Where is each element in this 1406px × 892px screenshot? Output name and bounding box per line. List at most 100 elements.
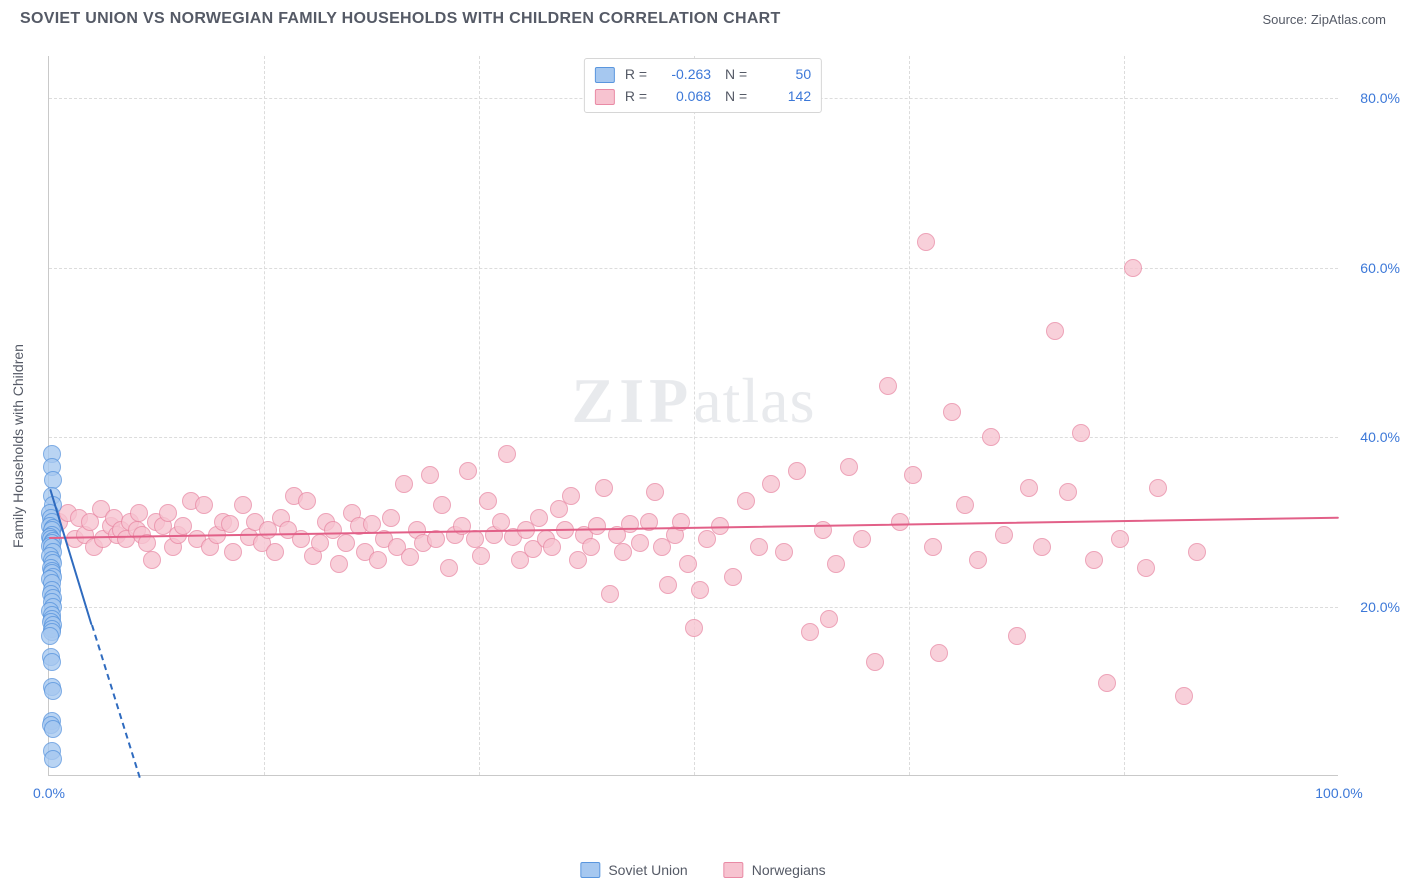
data-point-norwegian xyxy=(1149,479,1167,497)
data-point-norwegian xyxy=(440,559,458,577)
stats-row-soviet: R = -0.263 N = 50 xyxy=(595,64,811,86)
n-label: N = xyxy=(721,64,747,86)
data-point-norwegian xyxy=(685,619,703,637)
data-point-norwegian xyxy=(530,509,548,527)
data-point-norwegian xyxy=(562,487,580,505)
data-point-norwegian xyxy=(582,538,600,556)
data-point-norwegian xyxy=(298,492,316,510)
legend-item-norwegian: Norwegians xyxy=(724,862,826,878)
data-point-norwegian xyxy=(1046,322,1064,340)
data-point-norwegian xyxy=(879,377,897,395)
data-point-norwegian xyxy=(827,555,845,573)
data-point-norwegian xyxy=(492,513,510,531)
data-point-norwegian xyxy=(943,403,961,421)
y-axis-title: Family Households with Children xyxy=(10,344,26,548)
data-point-norwegian xyxy=(221,515,239,533)
data-point-norwegian xyxy=(1085,551,1103,569)
data-point-norwegian xyxy=(775,543,793,561)
legend-label-norwegian: Norwegians xyxy=(752,862,826,878)
series-legend: Soviet Union Norwegians xyxy=(580,862,825,878)
data-point-soviet xyxy=(44,682,62,700)
stats-row-norwegian: R = 0.068 N = 142 xyxy=(595,86,811,108)
data-point-soviet xyxy=(44,720,62,738)
source-attribution: Source: ZipAtlas.com xyxy=(1262,12,1386,27)
data-point-norwegian xyxy=(1111,530,1129,548)
data-point-norwegian xyxy=(659,576,677,594)
y-tick-label: 60.0% xyxy=(1344,260,1400,276)
data-point-norwegian xyxy=(601,585,619,603)
data-point-norwegian xyxy=(891,513,909,531)
y-tick-label: 20.0% xyxy=(1344,599,1400,615)
r-label: R = xyxy=(625,64,647,86)
watermark-atlas: atlas xyxy=(693,365,815,436)
data-point-norwegian xyxy=(382,509,400,527)
data-point-norwegian xyxy=(498,445,516,463)
y-tick-label: 40.0% xyxy=(1344,429,1400,445)
data-point-norwegian xyxy=(762,475,780,493)
y-tick-label: 80.0% xyxy=(1344,90,1400,106)
n-value-norwegian: 142 xyxy=(757,86,811,108)
data-point-norwegian xyxy=(679,555,697,573)
legend-item-soviet: Soviet Union xyxy=(580,862,687,878)
gridline-vertical xyxy=(264,56,265,775)
data-point-norwegian xyxy=(724,568,742,586)
data-point-norwegian xyxy=(631,534,649,552)
data-point-norwegian xyxy=(801,623,819,641)
data-point-norwegian xyxy=(1175,687,1193,705)
n-value-soviet: 50 xyxy=(757,64,811,86)
data-point-norwegian xyxy=(1188,543,1206,561)
data-point-norwegian xyxy=(472,547,490,565)
data-point-norwegian xyxy=(479,492,497,510)
data-point-norwegian xyxy=(466,530,484,548)
swatch-soviet-icon xyxy=(580,862,600,878)
data-point-norwegian xyxy=(395,475,413,493)
data-point-norwegian xyxy=(143,551,161,569)
data-point-norwegian xyxy=(401,548,419,566)
data-point-norwegian xyxy=(1008,627,1026,645)
data-point-norwegian xyxy=(646,483,664,501)
source-name: ZipAtlas.com xyxy=(1311,12,1386,27)
data-point-norwegian xyxy=(866,653,884,671)
data-point-norwegian xyxy=(788,462,806,480)
trendline-soviet-extrapolated xyxy=(91,624,141,777)
data-point-norwegian xyxy=(750,538,768,556)
gridline-vertical xyxy=(694,56,695,775)
data-point-norwegian xyxy=(266,543,284,561)
legend-label-soviet: Soviet Union xyxy=(608,862,687,878)
data-point-soviet xyxy=(41,627,59,645)
data-point-norwegian xyxy=(195,496,213,514)
data-point-norwegian xyxy=(1098,674,1116,692)
data-point-norwegian xyxy=(224,543,242,561)
data-point-norwegian xyxy=(330,555,348,573)
data-point-norwegian xyxy=(840,458,858,476)
data-point-norwegian xyxy=(433,496,451,514)
data-point-norwegian xyxy=(421,466,439,484)
r-label: R = xyxy=(625,86,647,108)
data-point-norwegian xyxy=(820,610,838,628)
data-point-norwegian xyxy=(1137,559,1155,577)
chart-title: SOVIET UNION VS NORWEGIAN FAMILY HOUSEHO… xyxy=(20,10,781,28)
swatch-soviet xyxy=(595,67,615,83)
data-point-norwegian xyxy=(614,543,632,561)
data-point-norwegian xyxy=(588,517,606,535)
watermark-zip: ZIP xyxy=(572,365,694,436)
gridline-vertical xyxy=(1124,56,1125,775)
data-point-norwegian xyxy=(543,538,561,556)
data-point-norwegian xyxy=(363,515,381,533)
gridline-vertical xyxy=(479,56,480,775)
data-point-norwegian xyxy=(595,479,613,497)
x-tick-label: 100.0% xyxy=(1315,785,1362,801)
data-point-norwegian xyxy=(691,581,709,599)
data-point-norwegian xyxy=(930,644,948,662)
data-point-norwegian xyxy=(904,466,922,484)
data-point-norwegian xyxy=(917,233,935,251)
data-point-norwegian xyxy=(337,534,355,552)
data-point-norwegian xyxy=(130,504,148,522)
gridline-vertical xyxy=(909,56,910,775)
data-point-norwegian xyxy=(737,492,755,510)
swatch-norwegian-icon xyxy=(724,862,744,878)
data-point-norwegian xyxy=(369,551,387,569)
data-point-soviet xyxy=(44,471,62,489)
r-value-norwegian: 0.068 xyxy=(657,86,711,108)
data-point-norwegian xyxy=(982,428,1000,446)
